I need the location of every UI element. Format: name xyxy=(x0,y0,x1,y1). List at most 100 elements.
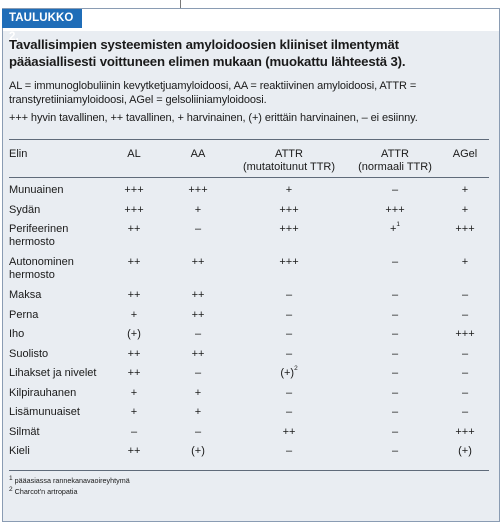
cell-attr-norm: – xyxy=(391,347,399,360)
cell-elin: Perna xyxy=(9,308,39,321)
cell-agel: – xyxy=(461,386,469,399)
cell-aa: (+) xyxy=(191,445,205,457)
cell-aa: – xyxy=(194,425,202,438)
cell-elin: Suolisto xyxy=(9,347,49,360)
cell-agel: + xyxy=(461,184,469,196)
cell-elin: Autonominen hermosto xyxy=(9,256,74,281)
cell-aa: ++ xyxy=(191,256,205,268)
top-rule xyxy=(180,0,181,10)
header-elin: Elin xyxy=(9,148,28,160)
cell-attr-mut: ++ xyxy=(282,425,296,438)
cell-attr-mut: – xyxy=(285,347,293,360)
table-row: Kilpirauhanen + + – – – xyxy=(9,383,489,403)
cell-al: +++ xyxy=(124,184,144,196)
cell-elin: Iho xyxy=(9,328,25,340)
cell-aa: + xyxy=(194,406,202,418)
table-row: Suolisto ++ ++ – – – xyxy=(9,344,489,364)
table-row: Perifeerinen hermosto ++ – +++ +1 +++ xyxy=(9,219,489,252)
cell-attr-mut: – xyxy=(285,308,293,321)
cell-agel: – xyxy=(461,308,469,321)
cell-attr-mut: – xyxy=(285,406,293,418)
amyloidosis-table: Elin AL AA ATTR (mutatoitunut TTR) ATTR … xyxy=(9,142,489,461)
cell-aa: +++ xyxy=(188,184,208,196)
cell-attr-norm: – xyxy=(391,328,399,340)
footnote-2-text: Charcot'n artropatia xyxy=(14,487,78,496)
table-row: Iho (+) – – – +++ xyxy=(9,324,489,344)
table-row: Munuainen +++ +++ + – + xyxy=(9,180,489,200)
cell-elin: Kieli xyxy=(9,445,30,457)
cell-attr-norm: – xyxy=(391,256,399,268)
cell-al: ++ xyxy=(127,445,141,457)
table-row: Lihakset ja nivelet ++ – (+)2 – – xyxy=(9,363,489,383)
cell-attr-norm: – xyxy=(391,289,399,301)
cell-attr-mut: – xyxy=(285,386,293,399)
table-body: Munuainen +++ +++ + – + Sydän +++ + +++ +++ + Perife… xyxy=(9,180,489,461)
footnote-2: 2 Charcot'n artropatia xyxy=(9,486,130,497)
header-attr-normal-name: ATTR xyxy=(381,148,409,160)
cell-al: ++ xyxy=(127,289,141,301)
cell-attr-norm: – xyxy=(391,308,399,321)
cell-attr-norm: +1 xyxy=(389,221,401,235)
cell-attr-norm: – xyxy=(391,406,399,418)
cell-al: + xyxy=(130,406,138,418)
cell-agel: – xyxy=(461,289,469,301)
cell-attr-norm: – xyxy=(391,445,399,457)
table-row: Sydän +++ + +++ +++ + xyxy=(9,200,489,220)
footnote-1-text: pääasiassa rannekanavaoireyhtymä xyxy=(14,476,130,485)
header-agel: AGel xyxy=(452,148,478,160)
cell-elin: Maksa xyxy=(9,289,42,301)
cell-al: (+) xyxy=(127,328,141,340)
cell-attr-mut: +++ xyxy=(279,256,299,268)
header-aa: AA xyxy=(190,148,206,160)
cell-al: ++ xyxy=(127,223,141,235)
cell-aa: ++ xyxy=(191,308,205,321)
cell-aa: ++ xyxy=(191,289,205,301)
cell-aa: – xyxy=(194,328,202,340)
cell-aa: ++ xyxy=(191,347,205,360)
cell-attr-mut: + xyxy=(285,184,293,196)
cell-elin: Lisämunuaiset xyxy=(9,406,80,418)
table-title: Tavallisimpien systeemisten amyloidoosie… xyxy=(9,37,406,69)
header-attr-normal: ATTR (normaali TTR) xyxy=(349,142,441,180)
cell-attr-norm: – xyxy=(391,184,399,196)
cell-attr-norm: – xyxy=(391,386,399,399)
header-attr-mutated-sub: (mutatoitunut TTR) xyxy=(242,161,336,173)
cell-elin: Lihakset ja nivelet xyxy=(9,367,97,379)
cell-agel: – xyxy=(461,347,469,360)
cell-al: ++ xyxy=(127,256,141,268)
cell-agel: +++ xyxy=(455,223,475,235)
table-row: Autonominen hermosto ++ ++ +++ – + xyxy=(9,252,489,285)
cell-attr-mut: (+)2 xyxy=(280,365,298,379)
cell-agel: + xyxy=(461,256,469,268)
table-header-row: Elin AL AA ATTR (mutatoitunut TTR) ATTR … xyxy=(9,142,489,180)
header-attr-normal-sub: (normaali TTR) xyxy=(358,161,432,173)
cell-elin: Perifeerinen hermosto xyxy=(9,223,69,248)
cell-attr-mut: – xyxy=(285,289,293,301)
cell-elin: Sydän xyxy=(9,203,41,216)
cell-aa: – xyxy=(194,367,202,379)
cell-aa: – xyxy=(194,223,202,235)
separator-header xyxy=(9,177,489,178)
header-bar: TAULUKKO 2. xyxy=(2,9,499,43)
cell-aa: + xyxy=(194,386,202,399)
cell-al: +++ xyxy=(124,203,144,216)
cell-elin: Kilpirauhanen xyxy=(9,386,77,399)
separator-bottom xyxy=(9,470,489,471)
cell-attr-mut: +++ xyxy=(279,223,299,235)
cell-attr-mut: – xyxy=(285,445,293,457)
cell-aa: + xyxy=(194,203,202,216)
separator-top xyxy=(9,139,489,140)
header-al: AL xyxy=(127,148,141,160)
footnote-ref: 2 xyxy=(294,365,298,372)
table-row: Maksa ++ ++ – – – xyxy=(9,285,489,305)
cell-agel: + xyxy=(461,203,469,216)
cell-al: – xyxy=(130,425,138,438)
cell-attr-norm: – xyxy=(391,425,399,438)
footnote-1: 1 pääasiassa rannekanavaoireyhtymä xyxy=(9,475,130,486)
cell-attr-mut: +++ xyxy=(279,203,299,216)
cell-al: + xyxy=(130,308,138,321)
cell-al: + xyxy=(130,386,138,399)
cell-agel: – xyxy=(461,406,469,418)
legend: +++ hyvin tavallinen, ++ tavallinen, + h… xyxy=(9,112,418,124)
cell-agel: +++ xyxy=(455,425,475,438)
